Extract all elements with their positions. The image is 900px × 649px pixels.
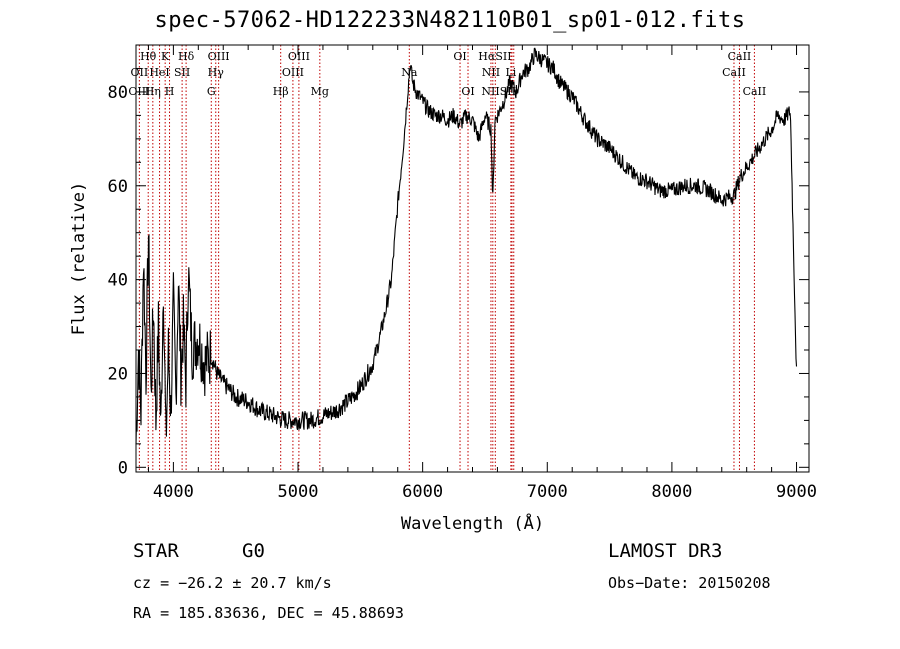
redshift-readout: cz = −26.2 ± 20.7 km/s	[133, 574, 332, 592]
marker-label: Hη	[145, 85, 161, 98]
x-axis-label: Wavelength (Å)	[401, 512, 544, 534]
y-tick-label: 80	[108, 83, 128, 103]
marker-labels: Hθ K Hδ OIII OIII OI HαSII CaII OII HeI SII Hγ OIII N…	[128, 50, 766, 98]
object-type: STAR	[133, 540, 179, 562]
line-markers	[138, 45, 755, 472]
marker-label: OIII	[282, 66, 304, 79]
axis-labels: Wavelength (Å) Flux (relative)	[69, 182, 544, 534]
marker-label: CaII	[743, 85, 767, 98]
y-tick-label: 0	[118, 458, 128, 478]
marker-label: HeI	[149, 66, 169, 79]
marker-label: HαSII	[478, 50, 511, 63]
marker-label: Hγ	[208, 66, 225, 79]
marker-label: OII	[131, 66, 149, 79]
survey-name: LAMOST DR3	[608, 540, 723, 562]
observation-date: Obs−Date: 20150208	[608, 574, 771, 592]
marker-label: G	[207, 85, 216, 98]
plot-frame	[135, 44, 810, 473]
y-axis-label: Flux (relative)	[69, 182, 89, 336]
marker-label: SII	[174, 66, 190, 79]
marker-label: OIII	[288, 50, 310, 63]
x-tick-label: 9000	[776, 482, 817, 502]
x-tick-label: 4000	[153, 482, 194, 502]
x-tick-label: 8000	[651, 482, 692, 502]
marker-label: NIISII	[481, 85, 516, 98]
marker-label: OI	[461, 85, 474, 98]
marker-label: Na	[401, 66, 418, 79]
marker-label: Mg	[311, 85, 329, 98]
chart-title: spec-57062-HD122233N482110B01_sp01-012.f…	[154, 8, 746, 33]
marker-label: OI	[453, 50, 466, 63]
y-tick-label: 40	[108, 271, 128, 291]
ticks: 4000 5000 6000 7000 8000 9000 0 20 40 60 80	[108, 45, 817, 502]
x-tick-label: 5000	[278, 482, 319, 502]
coordinates-readout: RA = 185.83636, DEC = 45.88693	[133, 604, 404, 622]
y-tick-label: 60	[108, 177, 128, 197]
axes	[135, 44, 810, 473]
x-tick-label: 6000	[402, 482, 443, 502]
y-tick-label: 20	[108, 364, 128, 384]
marker-label: Li	[505, 66, 516, 79]
marker-label: OIII	[208, 50, 230, 63]
marker-label: Hβ	[273, 85, 289, 98]
marker-label: Hθ	[140, 50, 157, 63]
spectrum-series	[135, 47, 798, 445]
marker-label: K	[161, 50, 170, 63]
x-tick-label: 7000	[527, 482, 568, 502]
marker-label: H	[165, 85, 175, 98]
marker-label: CaII	[722, 66, 746, 79]
marker-label: Hδ	[178, 50, 195, 63]
spectral-subclass: G0	[242, 540, 265, 562]
marker-label: NII	[482, 66, 500, 79]
spectrum-line	[135, 47, 798, 445]
marker-label: OIII	[128, 85, 150, 98]
marker-label: CaII	[728, 50, 752, 63]
